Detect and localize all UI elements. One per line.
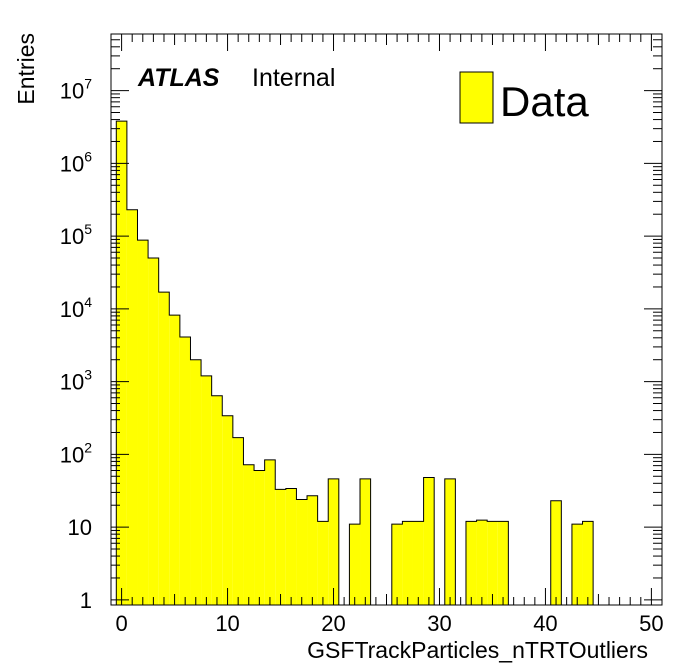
histogram-bin <box>158 292 170 605</box>
histogram-bin <box>211 395 223 605</box>
histogram-bin <box>465 521 477 605</box>
legend: Data <box>459 71 589 125</box>
histogram-bin <box>444 478 456 605</box>
histogram-bin <box>497 521 509 605</box>
x-tick-label: 50 <box>639 611 663 636</box>
tick-labels: 0 10 20 30 40 50 1 10 102 103 104 105 106 107 <box>60 76 664 636</box>
histogram-bin <box>285 488 297 605</box>
histogram-bin <box>243 464 255 605</box>
axis-ticks <box>110 33 663 605</box>
internal-label: Internal <box>252 64 335 92</box>
histogram-bin <box>476 520 488 605</box>
x-tick-label: 20 <box>321 611 345 636</box>
histogram-bin <box>360 478 371 605</box>
histogram-bin <box>232 437 244 605</box>
histogram-bin <box>264 459 276 605</box>
plot-frame <box>110 33 663 606</box>
y-tick-label: 10 <box>68 515 92 540</box>
legend-label: Data <box>500 78 589 125</box>
histogram-bin <box>169 315 180 605</box>
y-tick-label: 1 <box>80 588 92 613</box>
x-tick-label: 40 <box>533 611 557 636</box>
histogram-bin <box>423 477 435 605</box>
x-tick-label: 30 <box>427 611 451 636</box>
histogram-bin <box>201 375 212 605</box>
y-tick-label: 105 <box>60 221 92 249</box>
y-axis-title: Entries <box>13 33 39 105</box>
histogram-bars <box>115 120 657 606</box>
legend-swatch <box>459 71 494 124</box>
histogram-bin <box>222 415 233 605</box>
histogram-bin <box>391 524 403 605</box>
histogram-bin <box>582 521 594 605</box>
histogram-bin <box>148 258 159 605</box>
y-tick-label: 102 <box>60 439 92 467</box>
x-tick-label: 0 <box>115 611 127 636</box>
histogram-bin <box>571 524 583 605</box>
x-tick-label: 10 <box>215 611 239 636</box>
x-axis-title: GSFTrackParticles_nTRTOutliers <box>307 637 648 663</box>
histogram-bin <box>137 240 149 605</box>
y-tick-label: 104 <box>60 294 92 322</box>
histogram-bin <box>550 500 562 605</box>
histogram-bin <box>307 495 318 605</box>
histogram-bin <box>487 521 498 605</box>
histogram-bin <box>349 524 361 605</box>
histogram-bin <box>116 121 127 605</box>
histogram-bin <box>190 359 202 605</box>
y-tick-label: 103 <box>60 367 92 395</box>
histogram-bin <box>402 521 413 605</box>
histogram-bin <box>412 521 424 605</box>
y-tick-label: 107 <box>60 76 92 104</box>
histogram-bin <box>296 499 308 605</box>
histogram-bin <box>328 478 339 605</box>
histogram-bin <box>275 489 286 605</box>
histogram-bin <box>179 337 191 605</box>
y-tick-label: 106 <box>60 148 92 176</box>
histogram-bin <box>317 521 329 605</box>
atlas-label: ATLAS <box>137 64 220 92</box>
histogram-bin <box>126 209 138 605</box>
histogram-bin <box>254 470 265 605</box>
